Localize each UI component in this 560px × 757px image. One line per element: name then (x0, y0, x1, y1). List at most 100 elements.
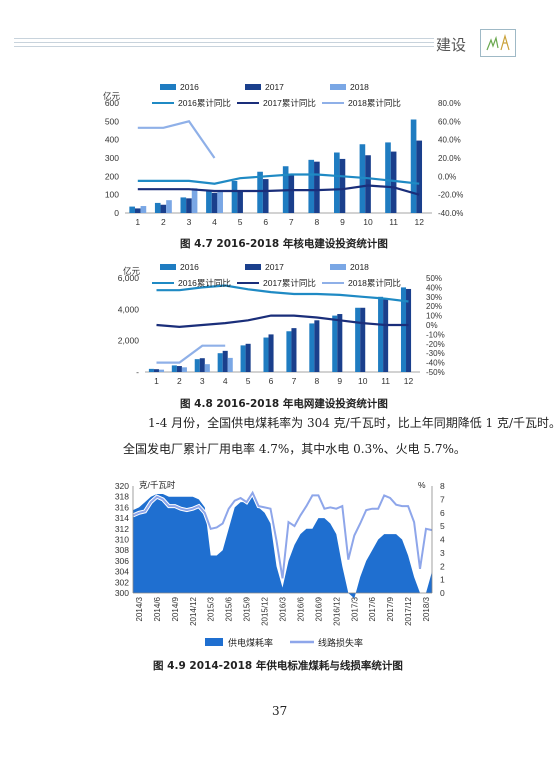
y-tick-label: - (136, 367, 139, 377)
y-tick-label: 306 (115, 556, 129, 566)
y2-tick-label: 60.0% (438, 117, 461, 126)
bar-2017 (337, 314, 343, 372)
line-2016累计同比 (156, 284, 409, 303)
bar-2018 (204, 364, 210, 372)
x-tick-label: 2016/6 (296, 596, 305, 621)
header-rule (14, 42, 434, 43)
figure-caption-4-8: 图 4.8 2016-2018 年电网建设投资统计图 (180, 398, 388, 410)
bar-2018 (158, 369, 165, 372)
bar-2018 (140, 206, 147, 213)
x-tick-label: 11 (381, 376, 390, 386)
area-供电煤耗率 (133, 494, 432, 599)
bar-2016 (263, 337, 269, 372)
bar-2016 (206, 191, 212, 213)
y-tick-label: 6,000 (118, 273, 140, 283)
x-tick-label: 2015/3 (207, 596, 216, 621)
x-tick-label: 3 (187, 217, 192, 227)
x-tick-label: 4 (212, 217, 217, 227)
bar-2016 (180, 197, 187, 213)
bar-2016 (194, 359, 200, 372)
bar-2017 (199, 358, 205, 372)
bar-2017 (153, 369, 159, 372)
bar-2017 (262, 179, 269, 213)
y2-tick-label: 80.0% (438, 99, 461, 108)
section-logo (480, 29, 516, 57)
section-title: 建设 (436, 36, 467, 54)
bar-2017 (383, 298, 389, 372)
x-tick-label: 11 (389, 217, 398, 227)
y2-tick-label: 5 (440, 521, 445, 531)
legend-label: 2017累计同比 (263, 278, 316, 288)
x-tick-label: 2017/12 (404, 596, 413, 625)
x-tick-label: 2016/12 (332, 596, 341, 625)
bar-2016 (257, 171, 263, 213)
bar-2016 (334, 152, 340, 213)
bar-2017 (406, 288, 412, 372)
y2-tick-label: 1 (440, 575, 445, 585)
legend-label: 2016 (180, 262, 199, 272)
y2-tick-label: -50% (426, 368, 445, 377)
header-rule (14, 46, 434, 47)
bar-2018 (181, 367, 187, 372)
y2-tick-label: 30% (426, 293, 442, 302)
y-tick-label: 304 (115, 567, 129, 577)
y-tick-label: 300 (105, 153, 119, 163)
legend-label: 2016累计同比 (178, 278, 231, 288)
y-axis-label: 亿元 (123, 266, 141, 276)
y-tick-label: 600 (105, 98, 119, 108)
line-线路损失率 (132, 490, 433, 579)
bar-2017 (314, 320, 320, 372)
x-tick-label: 10 (363, 217, 373, 227)
legend-label: 线路损失率 (318, 637, 363, 648)
bar-2017 (288, 173, 295, 213)
y-tick-label: 310 (115, 535, 129, 545)
x-tick-label: 5 (238, 217, 243, 227)
bar-2016 (154, 202, 161, 213)
x-tick-label: 4 (223, 376, 228, 386)
x-tick-label: 3 (200, 376, 205, 386)
bar-2017 (339, 158, 346, 213)
bar-2017 (134, 208, 141, 213)
bar-2017 (237, 190, 243, 213)
bar-2016 (332, 315, 338, 372)
body-paragraph-coal: 1-4 月份，全国供电煤耗率为 304 克/千瓦时，比上年同期降低 1 克/千瓦… (148, 416, 560, 430)
bar-2017 (222, 350, 228, 372)
bar-2016 (410, 119, 417, 213)
bar-2016 (129, 206, 135, 213)
legend-label: 2018 (350, 82, 369, 92)
y2-tick-label: 50% (426, 274, 442, 283)
x-tick-label: 9 (340, 217, 345, 227)
x-tick-label: 2015/6 (225, 596, 234, 621)
bar-2016 (171, 365, 177, 372)
legend-label: 2016 (180, 82, 199, 92)
bar-2016 (309, 323, 315, 372)
x-tick-label: 2016/3 (279, 596, 288, 621)
y-tick-label: 320 (115, 481, 129, 491)
y2-tick-label: 7 (440, 494, 445, 504)
y2-tick-label: 3 (440, 548, 445, 558)
bar-2017 (416, 140, 423, 213)
legend-swatch (160, 84, 176, 90)
y2-tick-label: 40.0% (438, 136, 461, 145)
bar-2016 (282, 166, 289, 213)
page-number: 37 (272, 704, 288, 718)
y2-tick-label: -20% (426, 340, 445, 349)
bar-2016 (359, 144, 366, 213)
bar-2016 (385, 142, 391, 213)
bar-2017 (211, 192, 218, 213)
bar-2016 (148, 368, 154, 372)
legend-swatch (330, 84, 346, 90)
x-tick-label: 8 (315, 376, 320, 386)
bar-2016 (217, 353, 223, 372)
y2-tick-label: 2 (440, 561, 445, 571)
y-tick-label: 318 (115, 492, 129, 502)
y-tick-label: 2,000 (118, 336, 140, 346)
x-tick-label: 2015/9 (243, 596, 252, 621)
y2-tick-label: 40% (426, 283, 442, 292)
line-2016累计同比 (137, 173, 420, 185)
y2-tick-label: 8 (440, 481, 445, 491)
y2-tick-label: -40.0% (438, 209, 463, 218)
bar-2017 (160, 204, 167, 213)
y-tick-label: 500 (105, 116, 119, 126)
x-tick-label: 2017/9 (386, 596, 395, 621)
